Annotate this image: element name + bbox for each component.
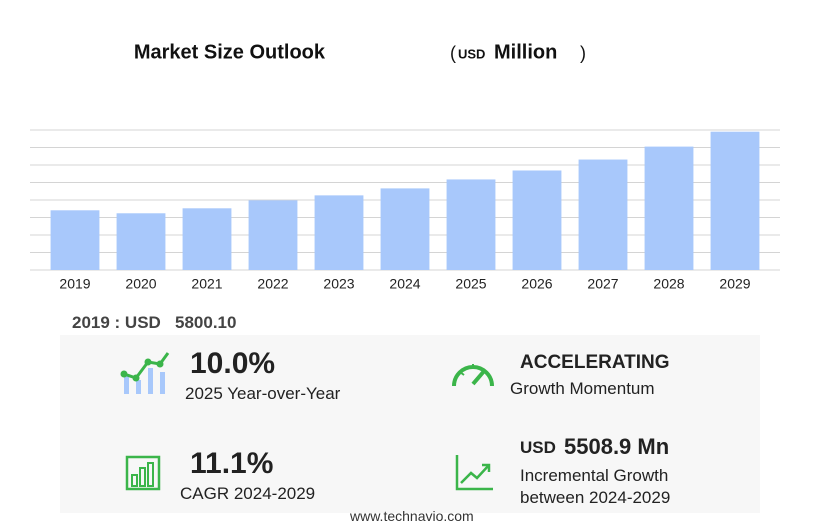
- gauge-icon: [452, 364, 494, 387]
- bar: [578, 159, 628, 270]
- x-tick-label: 2021: [191, 276, 222, 292]
- momentum-label: Growth Momentum: [510, 379, 655, 398]
- bar: [50, 210, 100, 270]
- x-tick-label: 2027: [587, 276, 618, 292]
- paren: ): [580, 43, 586, 63]
- bar: [182, 208, 232, 270]
- chart-title: Market Size Outlook: [134, 41, 326, 63]
- x-tick-label: 2020: [125, 276, 156, 292]
- incr-label: between 2024-2029: [520, 488, 671, 507]
- unit-prefix: USD: [458, 46, 485, 61]
- bar: [446, 179, 496, 270]
- x-tick-label: 2025: [455, 276, 486, 292]
- yoy-icon: [120, 352, 170, 394]
- bar: [512, 170, 562, 270]
- incr-value: 5508.9 Mn: [564, 434, 670, 459]
- x-tick-label: 2022: [257, 276, 288, 292]
- base-value: 5800.10: [175, 313, 237, 332]
- x-tick-label: 2024: [389, 276, 420, 292]
- incr-label: Incremental Growth: [520, 466, 669, 485]
- x-tick-label: 2023: [323, 276, 354, 292]
- cagr-icon: [125, 455, 161, 491]
- bar: [314, 195, 364, 270]
- yoy-value: 10.0%: [190, 347, 276, 380]
- stats-panel: [60, 335, 760, 513]
- cagr-value: 11.1%: [190, 447, 274, 480]
- x-tick-label: 2019: [59, 276, 90, 292]
- paren: (: [450, 43, 456, 63]
- bar: [380, 188, 430, 270]
- footer: www.technavio.com: [350, 508, 474, 524]
- bar: [248, 200, 298, 270]
- x-tick-label: 2026: [521, 276, 552, 292]
- base-label: 2019 : USD: [72, 313, 161, 332]
- incr-prefix: USD: [520, 438, 556, 457]
- incr-icon: [455, 455, 493, 491]
- unit: Million: [494, 41, 557, 63]
- bar: [116, 213, 166, 270]
- chart: Market Size Outlook ( USD Million ) 2019…: [30, 41, 780, 292]
- bar: [710, 131, 760, 270]
- yoy-label: 2025 Year-over-Year: [185, 384, 341, 403]
- x-tick-label: 2029: [719, 276, 750, 292]
- cagr-label: CAGR 2024-2029: [180, 484, 316, 503]
- x-tick-label: 2028: [653, 276, 684, 292]
- momentum-value: ACCELERATING: [520, 352, 670, 373]
- bar: [644, 146, 694, 270]
